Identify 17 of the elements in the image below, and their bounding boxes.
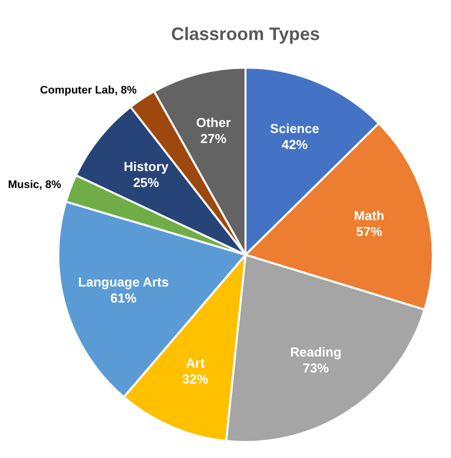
slice-label: Computer Lab, 8%: [40, 84, 137, 96]
data-label: 42%: [282, 136, 308, 152]
data-label: 61%: [110, 290, 137, 306]
slice-label: Art: [186, 355, 206, 370]
slice-label: Science: [270, 120, 320, 136]
slice-label: Math: [354, 208, 384, 224]
data-label: 32%: [182, 371, 209, 386]
data-label: 25%: [133, 174, 160, 190]
data-label: 73%: [302, 360, 330, 376]
slice-label: History: [124, 158, 170, 174]
data-label: 57%: [356, 224, 383, 240]
data-label: 27%: [200, 131, 227, 146]
slice-label: Reading: [290, 344, 342, 360]
slice-label: Other: [196, 115, 231, 130]
slice-label: Language Arts: [78, 274, 169, 290]
chart-title: Classroom Types: [171, 24, 320, 44]
slice-label: Music, 8%: [8, 178, 62, 191]
